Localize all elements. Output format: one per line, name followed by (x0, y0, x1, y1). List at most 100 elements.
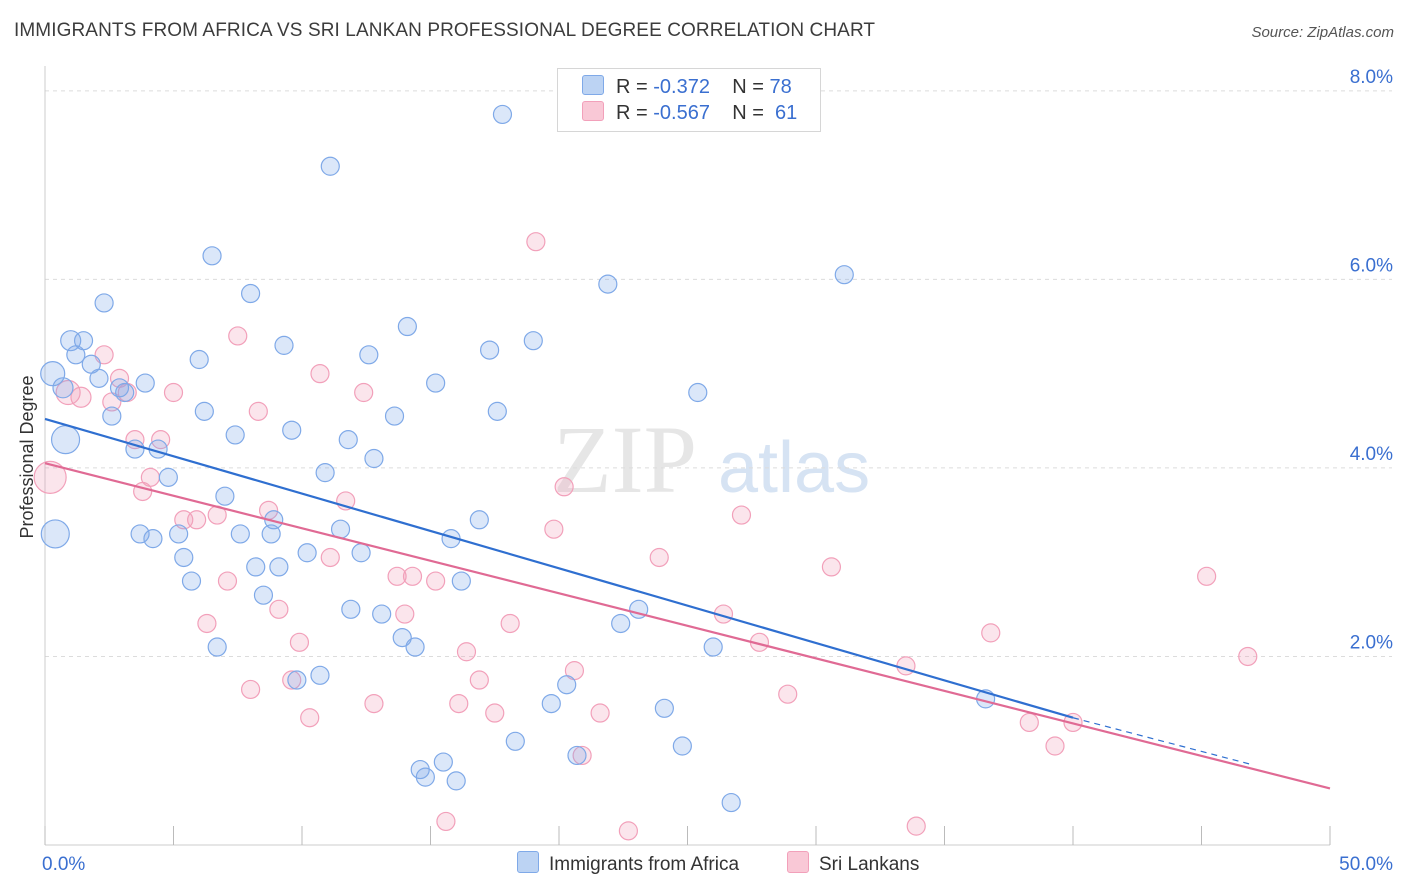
srilanka-point (140, 467, 160, 487)
africa-point (834, 265, 854, 285)
legend-row-africa: R = -0.372 N = 78 (582, 75, 792, 101)
srilanka-point (197, 613, 217, 634)
africa-point (230, 524, 250, 544)
africa-point (174, 547, 194, 568)
africa-point (253, 585, 274, 605)
africa-point (654, 698, 674, 718)
africa-point (50, 425, 81, 455)
africa-point (158, 467, 178, 487)
africa-point (52, 377, 74, 399)
srilanka-point (163, 382, 184, 403)
y-tick-label: 2.0% (1350, 632, 1393, 653)
africa-point (541, 693, 561, 714)
srilanka-points (33, 232, 1258, 841)
srilanka-point (436, 811, 456, 832)
srilanka-point (778, 684, 798, 704)
africa-point (189, 349, 209, 370)
srilanka-point (55, 379, 81, 406)
srilanka-point (485, 703, 505, 723)
legend-n-value: 78 (769, 76, 792, 98)
africa-point (415, 767, 435, 787)
legend-swatch-africa (582, 75, 604, 95)
srilanka-point (590, 703, 610, 723)
srilanka-point (618, 821, 638, 841)
srilanka-point (1197, 566, 1217, 586)
africa-trend-line (44, 417, 1074, 719)
srilanka-point (187, 510, 207, 530)
africa-point (611, 613, 631, 634)
africa-point (320, 156, 340, 176)
srilanka-point (354, 382, 374, 403)
srilanka-point (395, 604, 415, 624)
legend-r-label: R = (616, 76, 648, 98)
grid (45, 90, 1392, 657)
africa-point (384, 406, 405, 426)
africa-point (433, 752, 453, 772)
x-tick-label: 50.0% (1339, 854, 1393, 875)
africa-point (310, 665, 330, 685)
srilanka-point (33, 460, 67, 494)
africa-points (40, 104, 996, 813)
srilanka-point (554, 477, 574, 497)
srilanka-point (94, 345, 114, 365)
chart-title: IMMIGRANTS FROM AFRICA VS SRI LANKAN PRO… (14, 20, 876, 41)
africa-point (451, 571, 471, 591)
bottom-legend-srilanka: Sri Lankans (787, 851, 919, 876)
srilanka-point (282, 670, 302, 690)
africa-point (523, 331, 543, 351)
legend-n-label: N = (732, 102, 764, 124)
y-tick-label: 8.0% (1350, 67, 1393, 88)
srilanka-point (248, 401, 268, 421)
africa-trend-extension (1072, 717, 1254, 766)
africa-point (94, 293, 114, 313)
africa-point (40, 519, 70, 549)
legend-r-value: -0.567 (653, 102, 710, 124)
y-tick-label: 6.0% (1350, 255, 1393, 276)
africa-point (405, 637, 425, 657)
africa-point (215, 486, 235, 506)
africa-point (115, 382, 135, 403)
srilanka-trend-line (44, 462, 1331, 790)
africa-point (446, 771, 466, 791)
legend-r-label: R = (616, 102, 648, 124)
africa-point (351, 543, 371, 563)
africa-point (130, 524, 150, 544)
legend-n-label: N = (732, 76, 764, 98)
y-tick-label: 4.0% (1350, 444, 1393, 465)
srilanka-point (320, 547, 340, 568)
srilanka-point (500, 613, 520, 634)
africa-point (89, 368, 109, 388)
srilanka-point (289, 632, 310, 652)
srilanka-point (572, 745, 592, 766)
africa-point (469, 510, 489, 530)
srilanka-point (241, 679, 261, 700)
srilanka-point (544, 519, 564, 539)
trend-lines (44, 417, 1331, 790)
srilanka-point (387, 566, 407, 586)
tick-labels: 2.0% 4.0% 6.0% 8.0% 0.0% 50.0% (42, 67, 1393, 875)
srilanka-point (364, 693, 384, 714)
srilanka-point (402, 566, 423, 586)
africa-point (426, 373, 446, 393)
srilanka-point (906, 816, 926, 836)
africa-point (364, 448, 384, 469)
africa-point (261, 524, 281, 544)
legend-n-value: 61 (775, 102, 798, 124)
africa-point (135, 373, 155, 393)
africa-point (194, 401, 214, 421)
axes (44, 66, 1331, 846)
srilanka-point (300, 708, 320, 728)
srilanka-point (449, 693, 469, 714)
africa-point (269, 557, 289, 577)
africa-point (688, 382, 708, 403)
africa-point (287, 670, 307, 690)
bottom-legend-swatch-africa (517, 851, 539, 873)
srilanka-point (526, 232, 546, 252)
africa-point (480, 340, 500, 360)
africa-point (274, 335, 294, 355)
africa-point (102, 406, 122, 426)
africa-point (341, 599, 361, 619)
africa-point (567, 745, 587, 766)
srilanka-point (821, 557, 842, 577)
srilanka-point (310, 364, 330, 384)
